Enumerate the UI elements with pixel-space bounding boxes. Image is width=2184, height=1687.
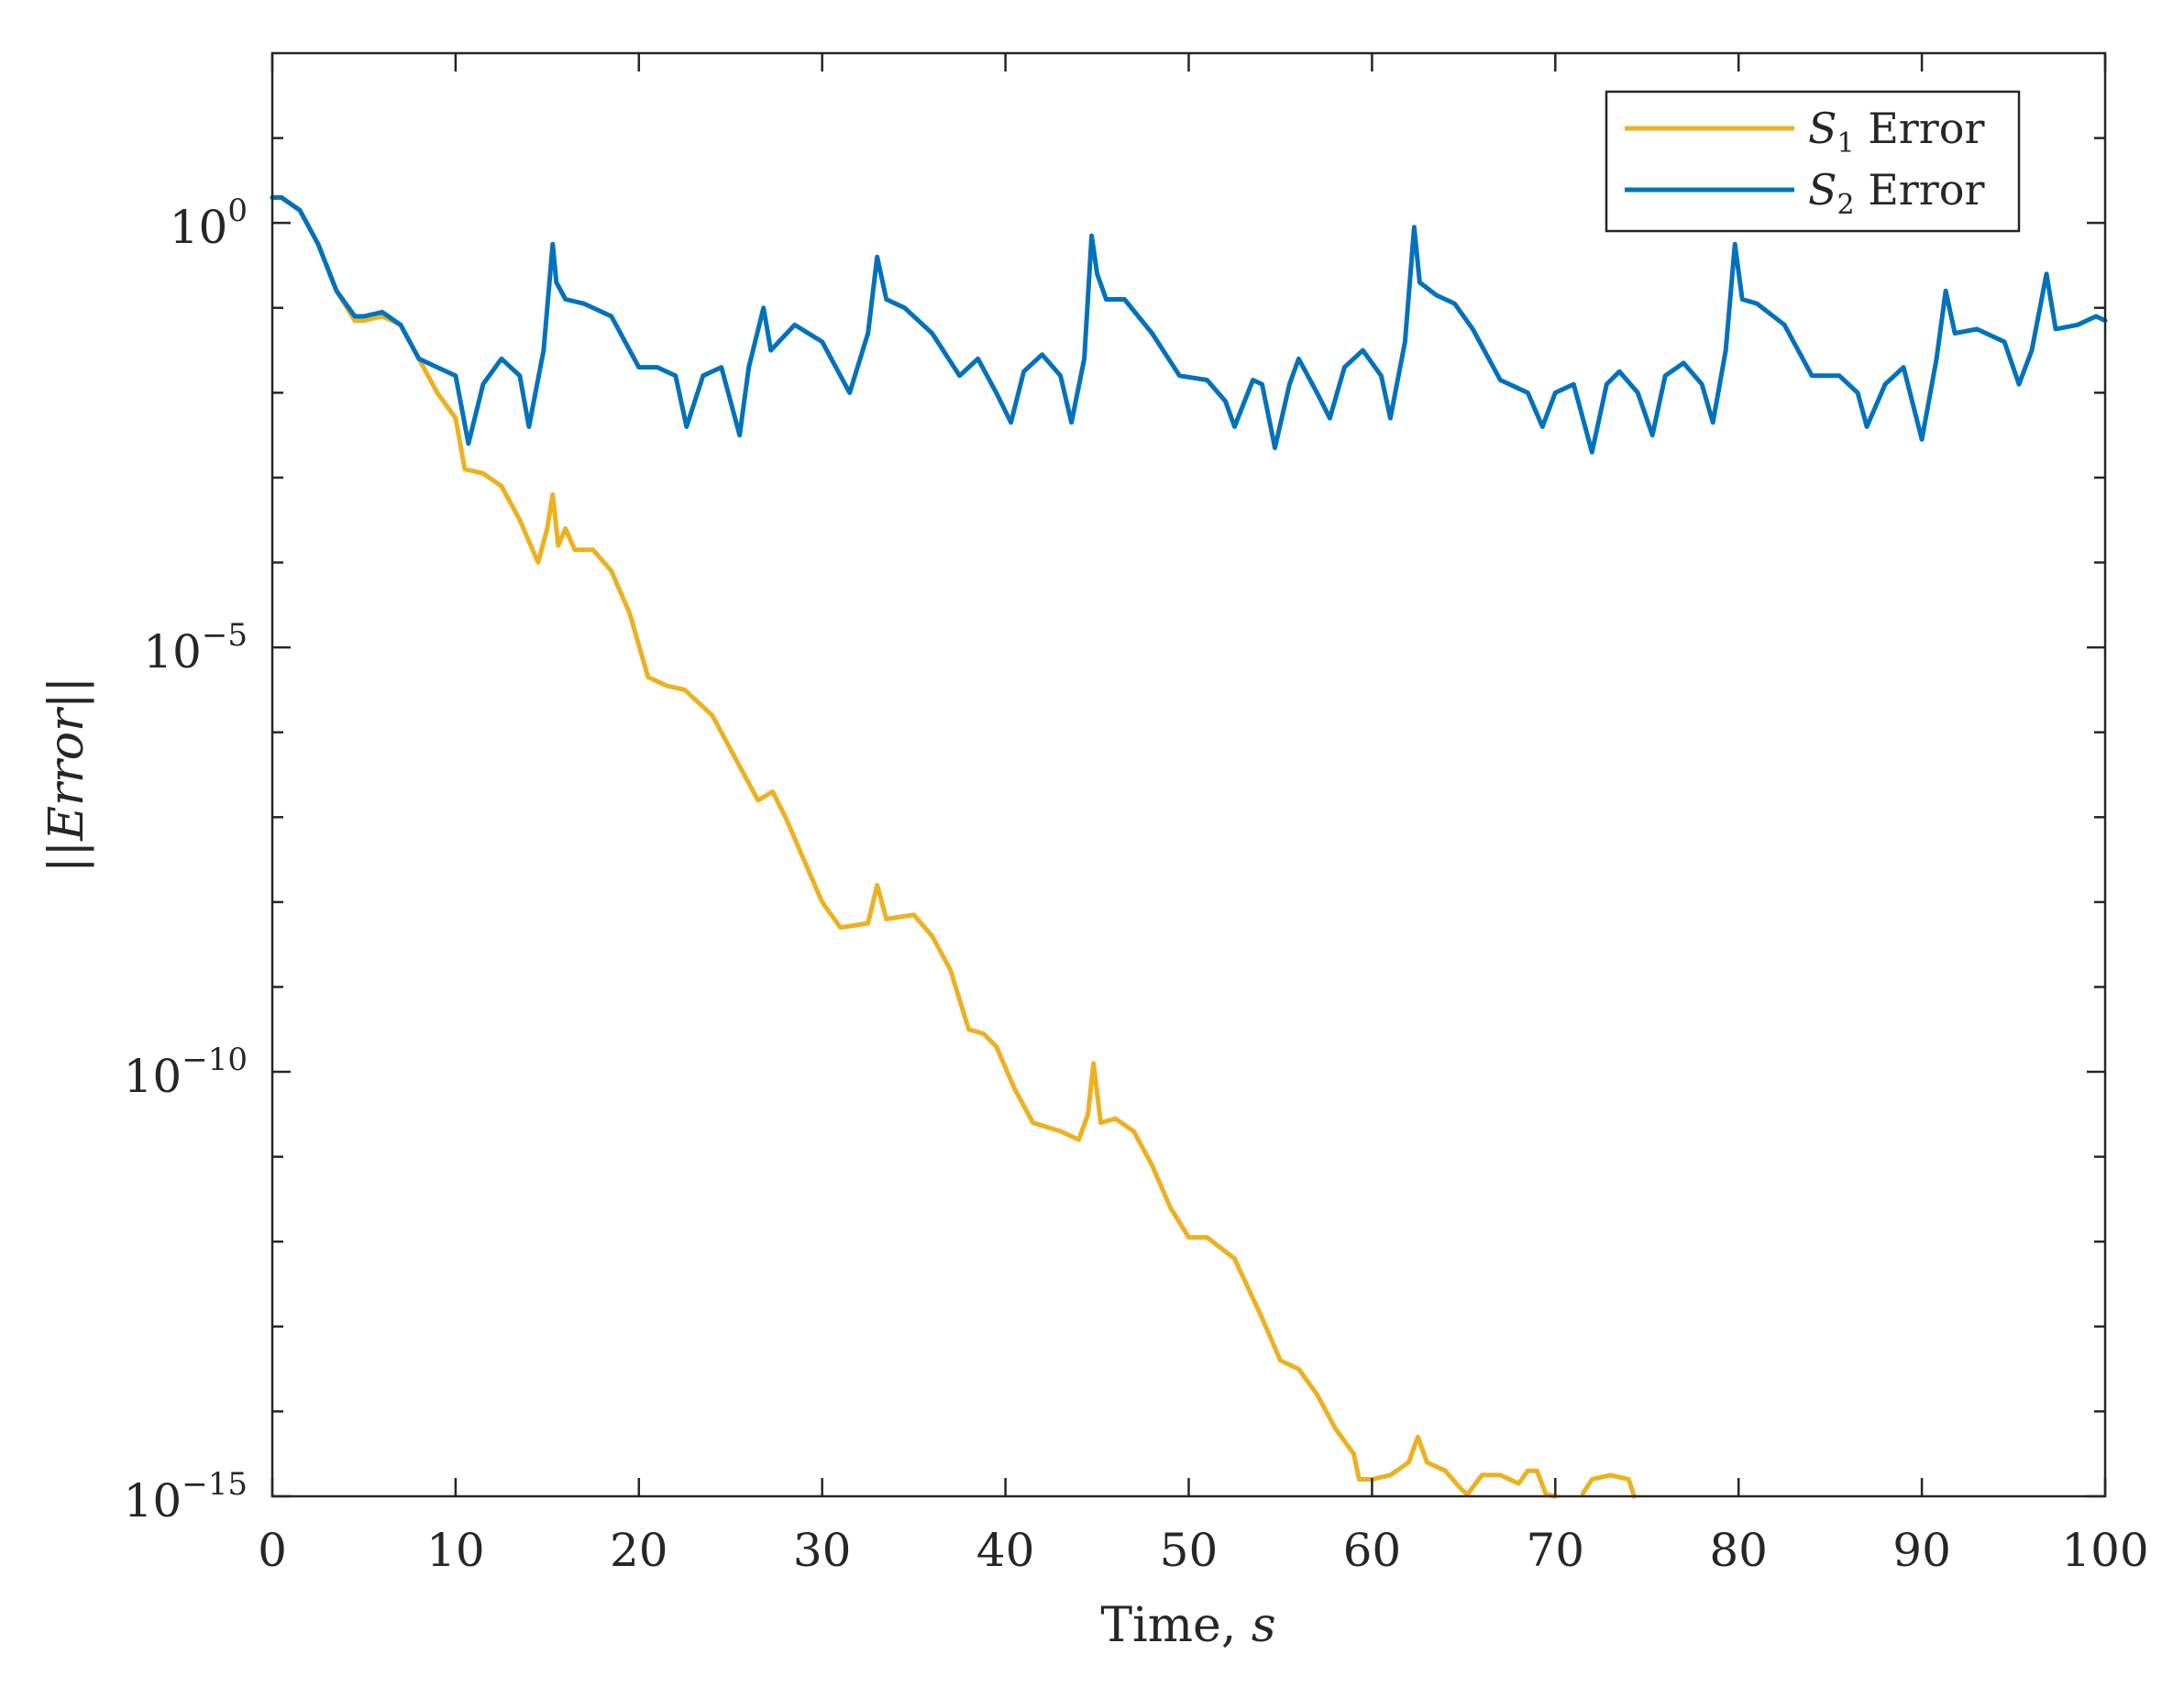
x-tick-labels: 0 10 20 30 40 50 60 70 80 90 100 [258,1524,2149,1577]
x-tick-label-8: 80 [1709,1524,1768,1577]
x-tick-label-4: 40 [976,1524,1035,1577]
legend: S1 Error S2 Error [1605,90,2021,233]
plot-area [272,53,2105,1496]
legend-s1-text: Error [1855,104,1985,153]
x-tick-label-2: 20 [610,1524,668,1577]
x-tick-label-0: 0 [258,1524,287,1577]
y-tick-label-exp-3: −15 [182,1466,248,1503]
y-tick-label-1: 10−5 [143,617,248,678]
y-tick-label-exp-0: 0 [227,193,248,229]
y-tick-label-base-1: 10 [143,625,202,678]
series-line-2 [270,194,2108,455]
y-tick-label-base-0: 10 [170,201,228,254]
x-axis-title: Time, s [1100,1598,1275,1653]
legend-box [1605,90,2021,233]
legend-label-s1: S1 Error [1808,104,1984,160]
y-axis-title-bar-left: || [39,841,94,873]
legend-s2-sub: 2 [1837,189,1855,221]
legend-s2-text: Error [1855,165,1985,215]
x-tick-label-9: 90 [1892,1524,1951,1577]
legend-s2-var: S [1808,165,1837,215]
y-tick-label-3: 10−15 [124,1466,248,1527]
x-axis-title-var: s [1252,1598,1276,1653]
x-axis-title-text: Time, [1100,1598,1251,1653]
axes-box [270,51,2107,1498]
y-tick-label-exp-1: −5 [202,617,248,654]
y-axis-title-bar-right: || [39,677,94,709]
series-line-1 [270,194,1637,1499]
legend-s1-sub: 1 [1837,127,1855,160]
y-axis-title: ||Error|| [39,677,94,873]
axis-ticks [270,53,2107,1498]
x-tick-label-3: 30 [793,1524,852,1577]
legend-s1-var: S [1808,104,1837,153]
y-tick-label-2: 10−10 [124,1042,248,1103]
x-tick-label-5: 50 [1160,1524,1219,1577]
x-tick-label-6: 60 [1343,1524,1402,1577]
x-tick-label-1: 10 [426,1524,485,1577]
y-tick-label-base-3: 10 [124,1474,182,1527]
y-tick-label-base-2: 10 [124,1050,182,1103]
x-tick-label-7: 70 [1526,1524,1584,1577]
x-tick-label-10: 100 [2061,1524,2148,1577]
y-tick-label-exp-2: −10 [182,1042,248,1078]
legend-label-s2: S2 Error [1808,165,1984,221]
y-axis-title-var: Error [39,706,94,842]
series-lines [270,194,2108,1499]
y-tick-label-0: 100 [170,193,248,254]
